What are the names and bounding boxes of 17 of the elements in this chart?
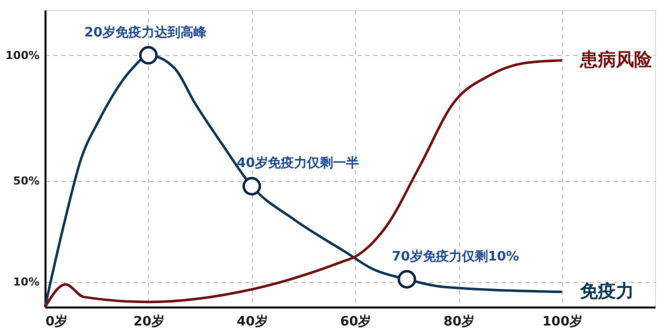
series-label: 患病风险: [578, 49, 653, 70]
annotation: 20岁免疫力达到高峰: [84, 24, 208, 40]
x-tick-label: 20岁: [133, 314, 164, 330]
point: [242, 176, 262, 196]
point: [139, 46, 158, 65]
x-tick-label: 60岁: [340, 314, 372, 330]
x-tick-label: 80岁: [444, 314, 475, 330]
annotation: 40岁免疫力仅剩一半: [236, 155, 359, 172]
y-tick-label: 100%: [6, 48, 40, 62]
x-tick-label: 100岁: [542, 314, 583, 330]
x-tick-label: 0岁: [46, 314, 68, 330]
y-tick-label: 50%: [13, 174, 40, 188]
point: [398, 270, 416, 289]
y-tick-label: 10%: [13, 275, 40, 288]
annotation: 70岁免疫力仅剩10%: [392, 248, 520, 264]
series-label: 免疫力: [578, 280, 634, 302]
x-tick-label: 40岁: [236, 314, 268, 330]
